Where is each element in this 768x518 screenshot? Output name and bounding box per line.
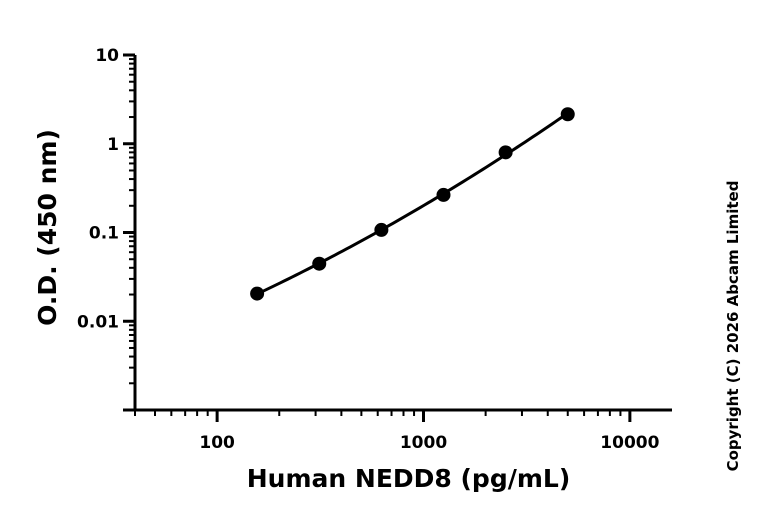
data-point — [560, 107, 575, 122]
y-tick-label: 1 — [107, 135, 119, 155]
data-point — [436, 187, 451, 202]
data-points — [250, 107, 575, 301]
data-point — [312, 256, 327, 271]
x-tick-label: 100 — [199, 433, 235, 453]
y-tick-label: 0.1 — [89, 224, 119, 244]
y-ticks: 0.01 0.1 1 10 — [77, 46, 135, 412]
x-ticks: 100 1000 10000 — [134, 410, 660, 453]
data-point — [374, 222, 389, 237]
axes: 0.01 0.1 1 10 100 1000 10000 — [77, 46, 672, 453]
x-axis-title: Human NEDD8 (pg/mL) — [247, 464, 571, 493]
y-axis-title: O.D. (450 nm) — [33, 129, 62, 326]
y-tick-label: 0.01 — [77, 312, 119, 332]
copyright-text: Copyright (C) 2026 Abcam Limited — [724, 181, 742, 472]
data-point — [250, 286, 265, 301]
x-tick-label: 10000 — [600, 433, 659, 453]
data-point — [498, 145, 513, 160]
y-tick-label: 10 — [95, 46, 119, 66]
fit-curve — [256, 111, 569, 296]
x-tick-label: 1000 — [400, 433, 447, 453]
